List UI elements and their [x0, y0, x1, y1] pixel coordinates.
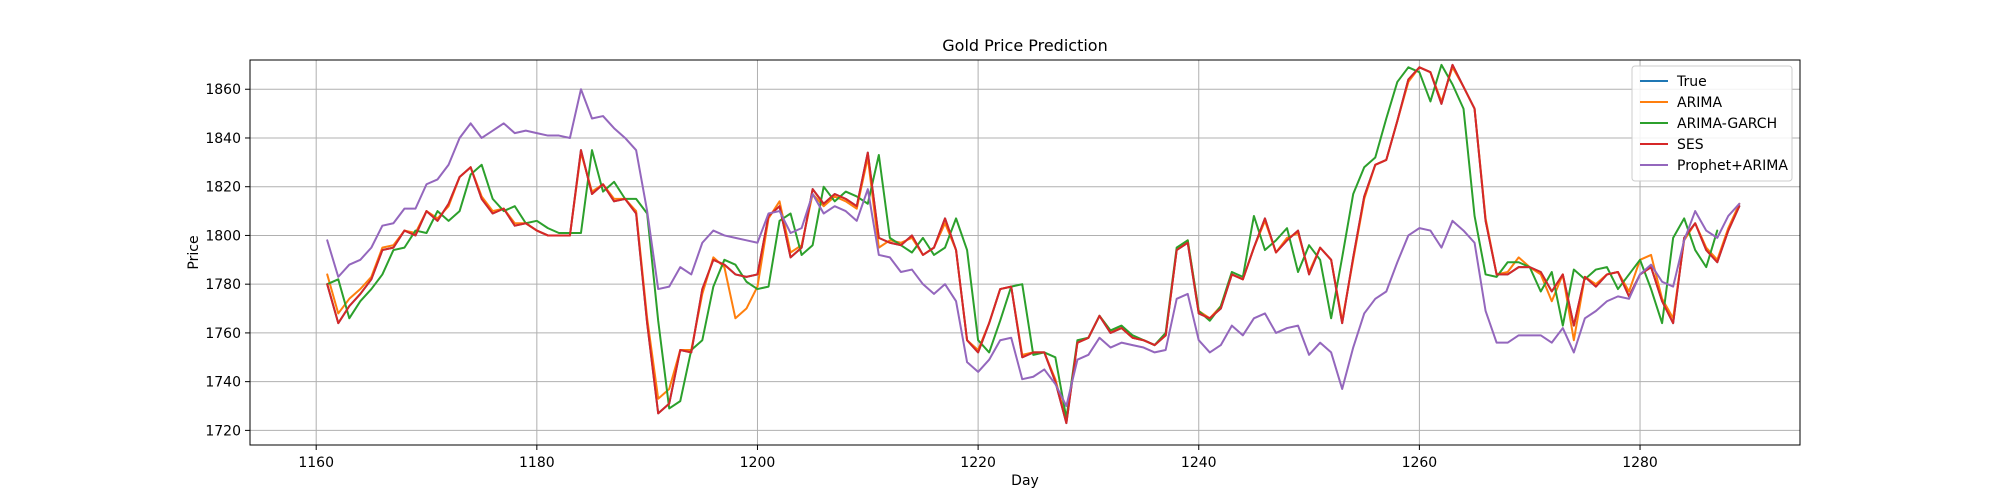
- x-axis-label: Day: [1011, 473, 1039, 489]
- series-lines: [326, 63, 1741, 425]
- y-tick-label: 1720: [205, 423, 241, 439]
- x-tick-label: 1220: [960, 455, 996, 471]
- chart-title: Gold Price Prediction: [942, 36, 1107, 55]
- legend-entry: SES: [1677, 137, 1704, 153]
- y-axis-label: Price: [186, 235, 202, 269]
- legend-entry: ARIMA: [1677, 95, 1723, 111]
- x-tick-label: 1240: [1181, 455, 1217, 471]
- plot-frame: [249, 59, 1801, 446]
- series-line-ses: [326, 63, 1741, 425]
- legend: True ARIMA ARIMA-GARCH SES Prophet+ARIMA: [1631, 65, 1793, 182]
- x-tick-label: 1160: [298, 455, 334, 471]
- y-tick-label: 1840: [205, 131, 241, 147]
- legend-entry: True: [1676, 74, 1707, 90]
- axis-ticks: 1160 1180 1200 1220 1240 1260 1280 1720 1740 1760…: [205, 82, 1657, 471]
- series-line-prophet-arima: [326, 88, 1741, 408]
- x-tick-label: 1200: [740, 455, 776, 471]
- y-tick-label: 1760: [205, 326, 241, 342]
- legend-entry: ARIMA-GARCH: [1677, 116, 1777, 132]
- x-tick-label: 1180: [519, 455, 555, 471]
- y-tick-label: 1800: [205, 228, 241, 244]
- x-tick-label: 1260: [1402, 455, 1438, 471]
- y-tick-label: 1860: [205, 82, 241, 98]
- series-line-arima-garch: [326, 63, 1719, 420]
- grid: [250, 60, 1800, 445]
- y-tick-label: 1780: [205, 277, 241, 293]
- y-tick-label: 1740: [205, 375, 241, 391]
- y-tick-label: 1820: [205, 180, 241, 196]
- x-tick-label: 1280: [1622, 455, 1658, 471]
- legend-entry: Prophet+ARIMA: [1677, 158, 1788, 174]
- legend-box: [1631, 65, 1793, 182]
